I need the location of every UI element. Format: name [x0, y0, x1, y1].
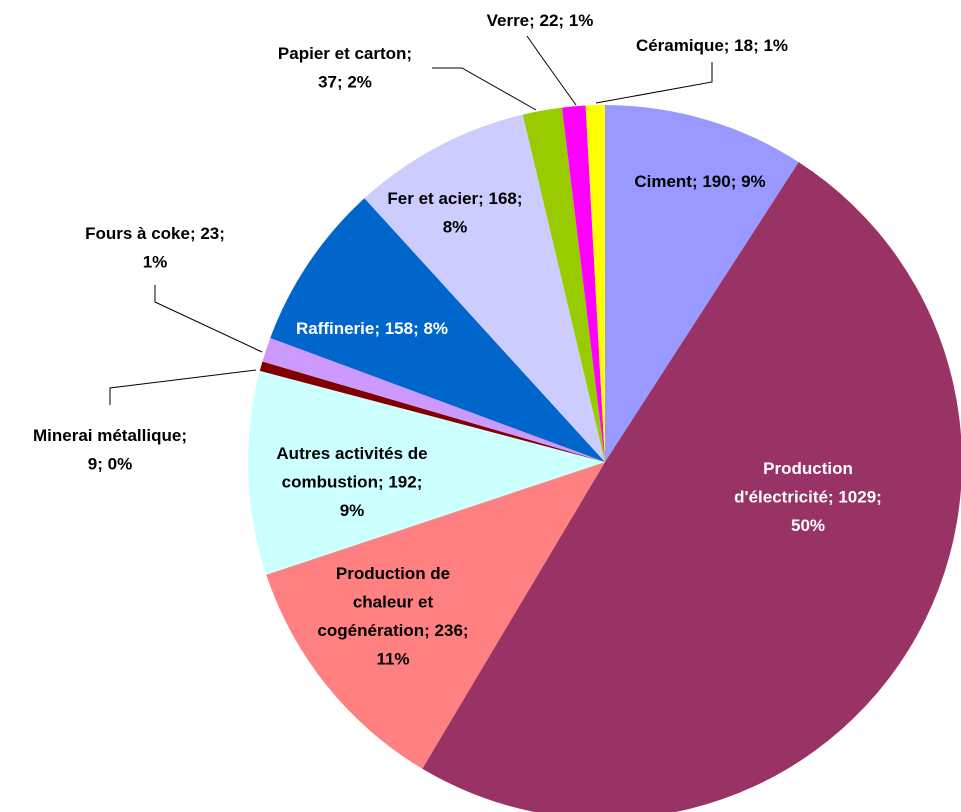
pie-slice [585, 105, 605, 462]
leader-line [526, 35, 577, 106]
data-label-line: chaleur et [353, 593, 434, 612]
data-label: Autres activités de combustion; 192; 9% [276, 444, 427, 520]
pie-slice [266, 462, 605, 769]
data-label: Production d'électricité; 1029; 50% [734, 459, 882, 535]
leader-line [109, 369, 257, 405]
data-label-line: 8% [443, 218, 468, 237]
data-label-line: Production [763, 459, 853, 478]
leader-line [154, 285, 263, 353]
pie-slice [364, 114, 605, 462]
data-label: Production de chaleur et cogénération; 236… [317, 564, 468, 669]
data-label: Verre; 22; 1% [487, 11, 594, 30]
data-label: Ciment; 190; 9% [634, 172, 765, 191]
data-label-line: 50% [791, 516, 825, 535]
data-label-line: Ciment; 190; 9% [634, 172, 765, 191]
data-label: Céramique; 18; 1% [636, 36, 788, 55]
pie-slice [259, 361, 605, 462]
data-label-line: combustion; 192; [282, 473, 423, 492]
data-label-line: 9% [340, 501, 365, 520]
pie-slice [522, 107, 605, 463]
data-label-line: Céramique; 18; 1% [636, 36, 788, 55]
data-label-line: Raffinerie; 158; 8% [296, 319, 448, 338]
data-label-line: Fer et acier; 168; [387, 189, 522, 208]
data-label-line: 11% [376, 650, 409, 669]
data-label-line: Autres activités de [276, 444, 427, 463]
pie-slice [605, 105, 799, 462]
pie-slice [270, 198, 605, 462]
data-label: Raffinerie; 158; 8% [296, 319, 448, 338]
data-label-line: Verre; 22; 1% [487, 11, 594, 30]
data-label: Papier et carton; 37; 2% [278, 44, 412, 92]
data-label: Fours à coke; 23; 1% [85, 224, 225, 272]
data-label-line: 9; 0% [88, 455, 132, 474]
pie-slice [262, 338, 605, 462]
pie-slice [422, 162, 961, 812]
data-label-line: Papier et carton; [278, 44, 412, 63]
data-label-line: Production de [336, 564, 450, 583]
data-label-line: Minerai métallique; [33, 426, 187, 445]
data-label-line: 37; 2% [318, 73, 372, 92]
data-label-line: cogénération; 236; [317, 621, 468, 640]
leader-line [432, 67, 537, 111]
data-label: Minerai métallique; 9; 0% [33, 426, 187, 474]
data-label-line: 1% [143, 253, 168, 272]
leader-line [595, 62, 713, 104]
pie-slice [248, 370, 606, 575]
data-label-line: Fours à coke; 23; [85, 224, 225, 243]
data-label-line: d'électricité; 1029; [734, 488, 882, 507]
data-label: Fer et acier; 168; 8% [387, 189, 522, 237]
pie-slice [562, 105, 605, 462]
